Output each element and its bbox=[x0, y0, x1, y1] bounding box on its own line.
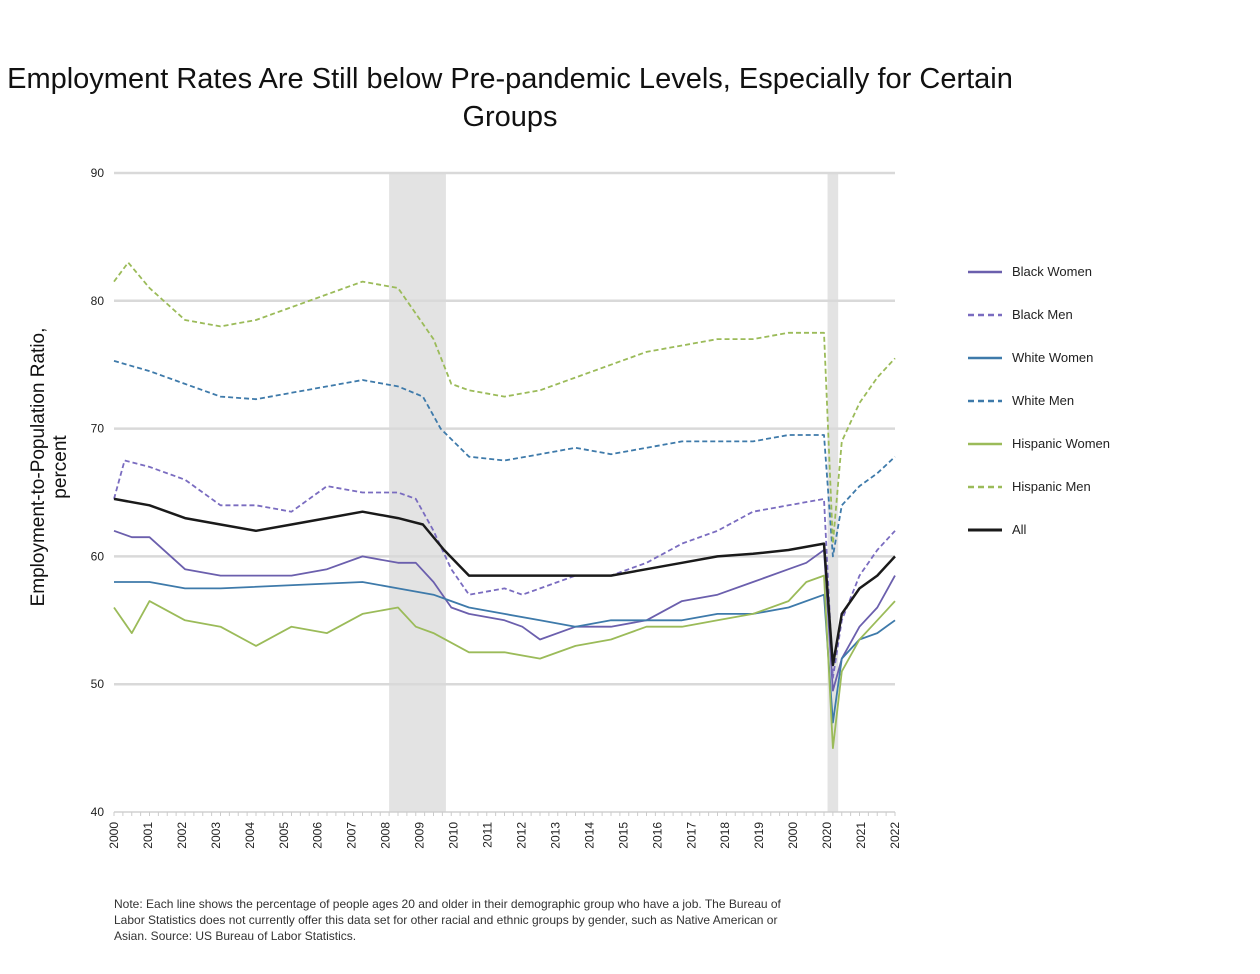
legend-label: Black Men bbox=[1012, 307, 1073, 322]
series-line-all bbox=[113, 497, 896, 667]
legend-swatch bbox=[968, 528, 1002, 531]
recession-band bbox=[389, 173, 446, 812]
legend-swatch bbox=[968, 356, 1002, 359]
x-tick-label: 2003 bbox=[209, 822, 223, 849]
x-tick-label: 2019 bbox=[752, 822, 766, 849]
legend-item: All bbox=[968, 508, 1110, 551]
x-tick-label: 2006 bbox=[311, 822, 325, 849]
x-tick-label: 2009 bbox=[413, 822, 427, 849]
recession-band bbox=[827, 173, 839, 812]
series-line-hispanic-women bbox=[113, 574, 896, 749]
x-tick-label: 2020 bbox=[820, 822, 834, 849]
y-tick-label: 50 bbox=[91, 677, 105, 691]
y-tick-label: 60 bbox=[91, 549, 105, 563]
y-tick-label: 40 bbox=[91, 805, 105, 819]
x-tick-label: 2013 bbox=[548, 822, 562, 849]
x-tick-label: 2018 bbox=[718, 822, 732, 849]
series-line-black-men bbox=[113, 459, 896, 679]
legend-label: White Women bbox=[1012, 350, 1094, 365]
series-line-white-men bbox=[113, 360, 896, 558]
x-tick-label: 2016 bbox=[650, 822, 664, 849]
series-line-hispanic-men bbox=[113, 261, 896, 545]
chart-note: Note: Each line shows the percentage of … bbox=[114, 897, 781, 943]
legend-swatch bbox=[968, 313, 1002, 316]
legend-swatch bbox=[968, 485, 1002, 488]
series-line-black-women bbox=[113, 529, 896, 692]
y-tick-label: 80 bbox=[91, 294, 105, 308]
x-tick-label: 2004 bbox=[243, 822, 257, 849]
x-tick-label: 2017 bbox=[684, 822, 698, 849]
x-tick-label: 2022 bbox=[888, 822, 902, 849]
legend-swatch bbox=[968, 270, 1002, 273]
x-tick-label: 2010 bbox=[447, 822, 461, 849]
x-tick-label: 2000 bbox=[786, 822, 800, 849]
legend-swatch bbox=[968, 399, 1002, 402]
x-tick-label: 2015 bbox=[616, 822, 630, 849]
y-axis-label: Employment-to-Population Ratio, percent bbox=[28, 327, 71, 607]
legend-item: Hispanic Men bbox=[968, 465, 1110, 508]
legend: Black Women Black Men White Women White Men… bbox=[968, 250, 1110, 551]
y-tick-label: 90 bbox=[91, 166, 105, 180]
legend-item: White Men bbox=[968, 379, 1110, 422]
x-tick-label: 2021 bbox=[854, 822, 868, 849]
legend-label: Black Women bbox=[1012, 264, 1092, 279]
x-tick-label: 2007 bbox=[345, 822, 359, 849]
legend-label: Hispanic Men bbox=[1012, 479, 1091, 494]
legend-label: All bbox=[1012, 522, 1027, 537]
x-tick-label: 2001 bbox=[141, 822, 155, 849]
x-tick-label: 2000 bbox=[107, 822, 121, 849]
x-tick-label: 2005 bbox=[277, 822, 291, 849]
x-tick-label: 2012 bbox=[514, 822, 528, 849]
legend-item: Black Women bbox=[968, 250, 1110, 293]
legend-item: Hispanic Women bbox=[968, 422, 1110, 465]
x-tick-label: 2008 bbox=[379, 822, 393, 849]
x-tick-label: 2002 bbox=[175, 822, 189, 849]
legend-swatch bbox=[968, 442, 1002, 445]
legend-label: White Men bbox=[1012, 393, 1075, 408]
series-line-white-women bbox=[114, 581, 896, 724]
x-tick-label: 2014 bbox=[582, 822, 596, 849]
legend-label: Hispanic Women bbox=[1012, 436, 1111, 451]
chart-title: Employment Rates Are Still below Pre-pan… bbox=[7, 63, 1013, 133]
legend-item: White Women bbox=[968, 336, 1110, 379]
legend-item: Black Men bbox=[968, 293, 1110, 336]
y-tick-label: 70 bbox=[91, 422, 105, 436]
x-tick-label: 2011 bbox=[481, 822, 495, 848]
